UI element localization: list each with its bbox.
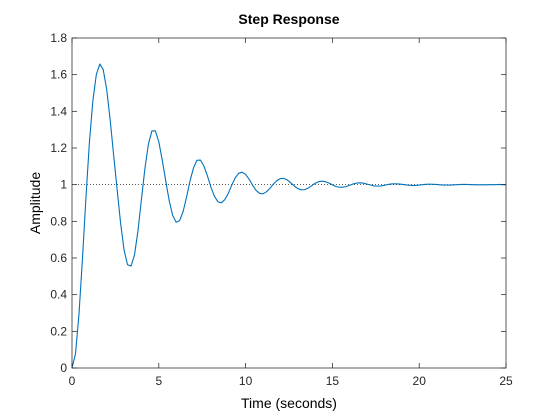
x-axis-ticks: 0 5 10 15 20 25 bbox=[69, 38, 513, 388]
x-axis-label: Time (seconds) bbox=[241, 395, 337, 411]
y-tick-label: 1.8 bbox=[50, 31, 67, 45]
x-tick-label: 25 bbox=[499, 374, 513, 388]
y-tick-label: 0.8 bbox=[50, 214, 67, 228]
x-tick-label: 15 bbox=[326, 374, 340, 388]
x-tick-label: 20 bbox=[413, 374, 427, 388]
y-tick-label: 1.6 bbox=[50, 68, 67, 82]
y-axis-label: Amplitude bbox=[27, 172, 43, 234]
x-tick-label: 5 bbox=[155, 374, 162, 388]
y-tick-label: 0.6 bbox=[50, 251, 67, 265]
y-tick-label: 1 bbox=[60, 178, 67, 192]
step-response-line bbox=[71, 63, 506, 369]
x-tick-label: 0 bbox=[69, 374, 76, 388]
y-tick-label: 1.4 bbox=[50, 104, 67, 118]
chart-title: Step Response bbox=[238, 11, 339, 27]
y-axis-ticks: 0 0.2 0.4 0.6 0.8 1 1.2 1.4 1.6 1.8 bbox=[50, 31, 506, 375]
plot-area bbox=[72, 38, 506, 368]
y-tick-label: 1.2 bbox=[50, 141, 67, 155]
y-tick-label: 0.2 bbox=[50, 324, 67, 338]
y-tick-label: 0 bbox=[60, 361, 67, 375]
series-layer bbox=[71, 63, 506, 369]
x-tick-label: 10 bbox=[239, 374, 253, 388]
axes-box bbox=[71, 37, 507, 369]
y-tick-label: 0.4 bbox=[50, 288, 67, 302]
